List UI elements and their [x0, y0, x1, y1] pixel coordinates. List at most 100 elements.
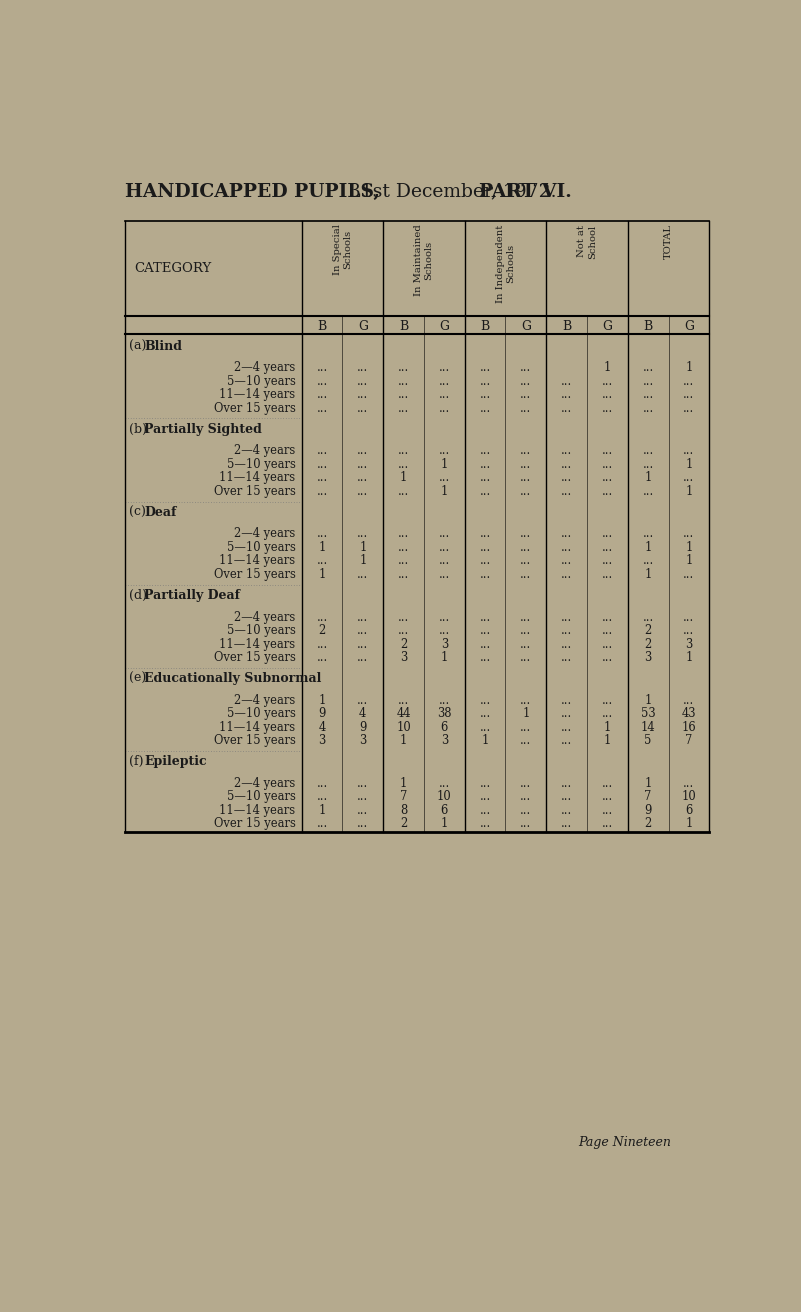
Text: 1: 1	[685, 361, 693, 374]
Text: Partially Deaf: Partially Deaf	[144, 589, 240, 602]
Text: 1: 1	[604, 735, 611, 748]
Text: ...: ...	[357, 388, 368, 401]
Text: 5—10 years: 5—10 years	[227, 541, 296, 554]
Text: ...: ...	[520, 735, 531, 748]
Text: ...: ...	[642, 375, 654, 387]
Text: 3: 3	[645, 651, 652, 664]
Text: ...: ...	[602, 471, 613, 484]
Text: ...: ...	[561, 471, 572, 484]
Text: ...: ...	[357, 694, 368, 707]
Text: G: G	[358, 320, 368, 332]
Text: ...: ...	[316, 651, 328, 664]
Text: 6: 6	[686, 804, 693, 817]
Text: ...: ...	[602, 790, 613, 803]
Text: In Maintained
Schools: In Maintained Schools	[414, 224, 433, 297]
Text: HANDICAPPED PUPILS,: HANDICAPPED PUPILS,	[125, 182, 380, 201]
Text: ...: ...	[398, 625, 409, 638]
Text: ...: ...	[602, 638, 613, 651]
Text: 7: 7	[400, 790, 407, 803]
Text: ...: ...	[520, 625, 531, 638]
Text: ...: ...	[398, 527, 409, 541]
Text: ...: ...	[316, 790, 328, 803]
Text: ...: ...	[561, 625, 572, 638]
Text: ...: ...	[439, 388, 450, 401]
Text: 7: 7	[685, 735, 693, 748]
Text: 1: 1	[400, 777, 407, 790]
Text: ...: ...	[398, 568, 409, 581]
Text: ...: ...	[683, 610, 694, 623]
Text: ...: ...	[357, 471, 368, 484]
Text: 9: 9	[645, 804, 652, 817]
Text: Over 15 years: Over 15 years	[214, 817, 296, 830]
Text: 1: 1	[685, 817, 693, 830]
Text: ...: ...	[561, 804, 572, 817]
Text: ...: ...	[561, 375, 572, 387]
Text: ...: ...	[602, 777, 613, 790]
Text: ...: ...	[561, 555, 572, 567]
Text: 11—14 years: 11—14 years	[219, 471, 296, 484]
Text: 5—10 years: 5—10 years	[227, 458, 296, 471]
Text: 1: 1	[481, 735, 489, 748]
Text: ...: ...	[520, 817, 531, 830]
Text: G: G	[439, 320, 449, 332]
Text: ...: ...	[398, 555, 409, 567]
Text: 1: 1	[400, 471, 407, 484]
Text: G: G	[684, 320, 694, 332]
Text: ...: ...	[520, 638, 531, 651]
Text: ...: ...	[602, 375, 613, 387]
Text: 1: 1	[685, 484, 693, 497]
Text: ...: ...	[561, 720, 572, 733]
Text: ...: ...	[480, 458, 491, 471]
Text: ...: ...	[642, 484, 654, 497]
Text: 2—4 years: 2—4 years	[234, 777, 296, 790]
Text: ...: ...	[357, 804, 368, 817]
Text: ...: ...	[602, 445, 613, 458]
Text: ...: ...	[602, 527, 613, 541]
Text: ...: ...	[520, 458, 531, 471]
Text: ...: ...	[398, 610, 409, 623]
Text: B: B	[643, 320, 653, 332]
Text: 1: 1	[685, 555, 693, 567]
Text: 5—10 years: 5—10 years	[227, 625, 296, 638]
Text: 1: 1	[359, 555, 367, 567]
Text: ...: ...	[480, 694, 491, 707]
Text: ...: ...	[602, 555, 613, 567]
Text: 1: 1	[685, 651, 693, 664]
Text: ...: ...	[602, 707, 613, 720]
Text: ...: ...	[602, 541, 613, 554]
Text: ...: ...	[439, 694, 450, 707]
Text: 44: 44	[396, 707, 411, 720]
Text: ...: ...	[561, 638, 572, 651]
Text: ...: ...	[683, 625, 694, 638]
Text: ...: ...	[683, 568, 694, 581]
Text: 10: 10	[682, 790, 696, 803]
Text: ...: ...	[398, 375, 409, 387]
Text: ...: ...	[561, 401, 572, 415]
Text: ...: ...	[480, 625, 491, 638]
Text: ...: ...	[357, 777, 368, 790]
Text: ...: ...	[316, 375, 328, 387]
Text: ...: ...	[642, 388, 654, 401]
Text: ...: ...	[316, 484, 328, 497]
Text: ...: ...	[439, 445, 450, 458]
Text: (e): (e)	[129, 672, 146, 685]
Text: 2: 2	[645, 625, 652, 638]
Text: 5—10 years: 5—10 years	[227, 707, 296, 720]
Text: ...: ...	[357, 790, 368, 803]
Text: ...: ...	[480, 375, 491, 387]
Text: 1: 1	[685, 541, 693, 554]
Text: ...: ...	[480, 568, 491, 581]
Text: 10: 10	[396, 720, 411, 733]
Text: ...: ...	[439, 625, 450, 638]
Text: ...: ...	[520, 375, 531, 387]
Text: ...: ...	[439, 471, 450, 484]
Text: ...: ...	[480, 361, 491, 374]
Text: 2—4 years: 2—4 years	[234, 694, 296, 707]
Text: 2—4 years: 2—4 years	[234, 610, 296, 623]
Text: ...: ...	[398, 401, 409, 415]
Text: (a): (a)	[129, 340, 146, 353]
Text: 3: 3	[686, 638, 693, 651]
Text: ...: ...	[642, 361, 654, 374]
Text: ...: ...	[480, 471, 491, 484]
Text: ...: ...	[439, 361, 450, 374]
